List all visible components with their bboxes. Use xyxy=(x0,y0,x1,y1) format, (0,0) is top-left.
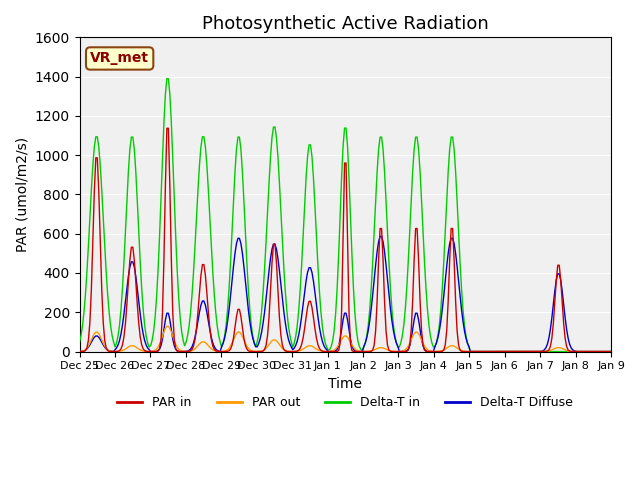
X-axis label: Time: Time xyxy=(328,377,362,391)
Text: VR_met: VR_met xyxy=(90,51,149,65)
Legend: PAR in, PAR out, Delta-T in, Delta-T Diffuse: PAR in, PAR out, Delta-T in, Delta-T Dif… xyxy=(113,391,578,414)
Y-axis label: PAR (umol/m2/s): PAR (umol/m2/s) xyxy=(15,137,29,252)
Title: Photosynthetic Active Radiation: Photosynthetic Active Radiation xyxy=(202,15,489,33)
